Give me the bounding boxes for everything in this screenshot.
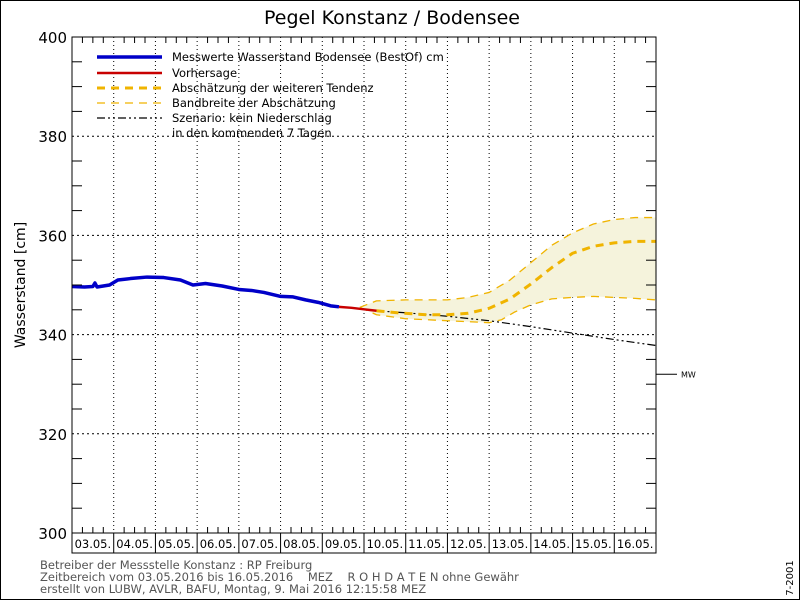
series-line-5 bbox=[376, 310, 657, 347]
series-line-2 bbox=[376, 239, 656, 317]
y-tick-label: 320 bbox=[38, 426, 67, 444]
y-tick-label: 340 bbox=[38, 327, 67, 345]
legend: Messwerte Wasserstand Bodensee (BestOf) … bbox=[97, 50, 444, 140]
mw-label: MW bbox=[681, 370, 696, 379]
legend-label: Szenario: kein Niederschlag bbox=[172, 111, 332, 125]
mean-water-reference: MW bbox=[656, 370, 696, 379]
x-tick-label: 08.05. bbox=[283, 537, 320, 551]
x-tick-label: 09.05. bbox=[325, 537, 362, 551]
y-tick-label: 300 bbox=[38, 525, 67, 543]
legend-label: Abschätzung der weiteren Tendenz bbox=[172, 81, 374, 95]
uncertainty-band bbox=[359, 217, 656, 323]
series-line-3 bbox=[359, 216, 656, 308]
y-axis-label: Wasserstand [cm] bbox=[13, 222, 29, 348]
chart-title: Pegel Konstanz / Bodensee bbox=[264, 7, 520, 29]
legend-label: Bandbreite der Abschätzung bbox=[172, 96, 336, 110]
y-tick-label: 400 bbox=[38, 29, 67, 47]
x-tick-label: 13.05. bbox=[492, 537, 529, 551]
series-line-0 bbox=[71, 275, 340, 309]
x-tick-label: 05.05. bbox=[158, 537, 195, 551]
axes bbox=[71, 36, 657, 554]
x-tick-label: 10.05. bbox=[367, 537, 404, 551]
version-label: 7-2001 bbox=[785, 560, 796, 595]
x-tick-label: 04.05. bbox=[116, 537, 153, 551]
x-tick-label: 12.05. bbox=[450, 537, 487, 551]
footer-created: erstellt von LUBW, AVLR, BAFU, Montag, 9… bbox=[40, 582, 427, 596]
x-tick-labels: 03.05. 04.05. 05.05. 06.05. 07.05. 08.05. 09.0… bbox=[75, 537, 654, 551]
y-tick-label: 380 bbox=[38, 128, 67, 146]
x-tick-label: 03.05. bbox=[75, 537, 112, 551]
x-tick-label: 15.05. bbox=[575, 537, 612, 551]
y-tick-label: 360 bbox=[38, 227, 67, 245]
band-fill bbox=[359, 217, 656, 323]
x-tick-label: 07.05. bbox=[241, 537, 278, 551]
y-tick-labels: 300 320 340 360 380 400 bbox=[38, 29, 67, 543]
legend-label: Messwerte Wasserstand Bodensee (BestOf) … bbox=[172, 50, 444, 64]
series-line-4 bbox=[359, 295, 657, 324]
x-tick-label: 16.05. bbox=[617, 537, 654, 551]
footer-operator: Betreiber der Messstelle Konstanz : RP F… bbox=[40, 558, 313, 572]
x-tick-label: 06.05. bbox=[200, 537, 237, 551]
x-tick-label: 14.05. bbox=[533, 537, 570, 551]
series-line-1 bbox=[338, 305, 377, 313]
legend-label: Vorhersage bbox=[172, 66, 237, 80]
series-lines bbox=[71, 216, 657, 347]
x-tick-label: 11.05. bbox=[408, 537, 445, 551]
footer-timerange: Zeitbereich vom 03.05.2016 bis 16.05.201… bbox=[40, 570, 519, 584]
legend-label: in den kommenden 7 Tagen bbox=[172, 126, 332, 140]
